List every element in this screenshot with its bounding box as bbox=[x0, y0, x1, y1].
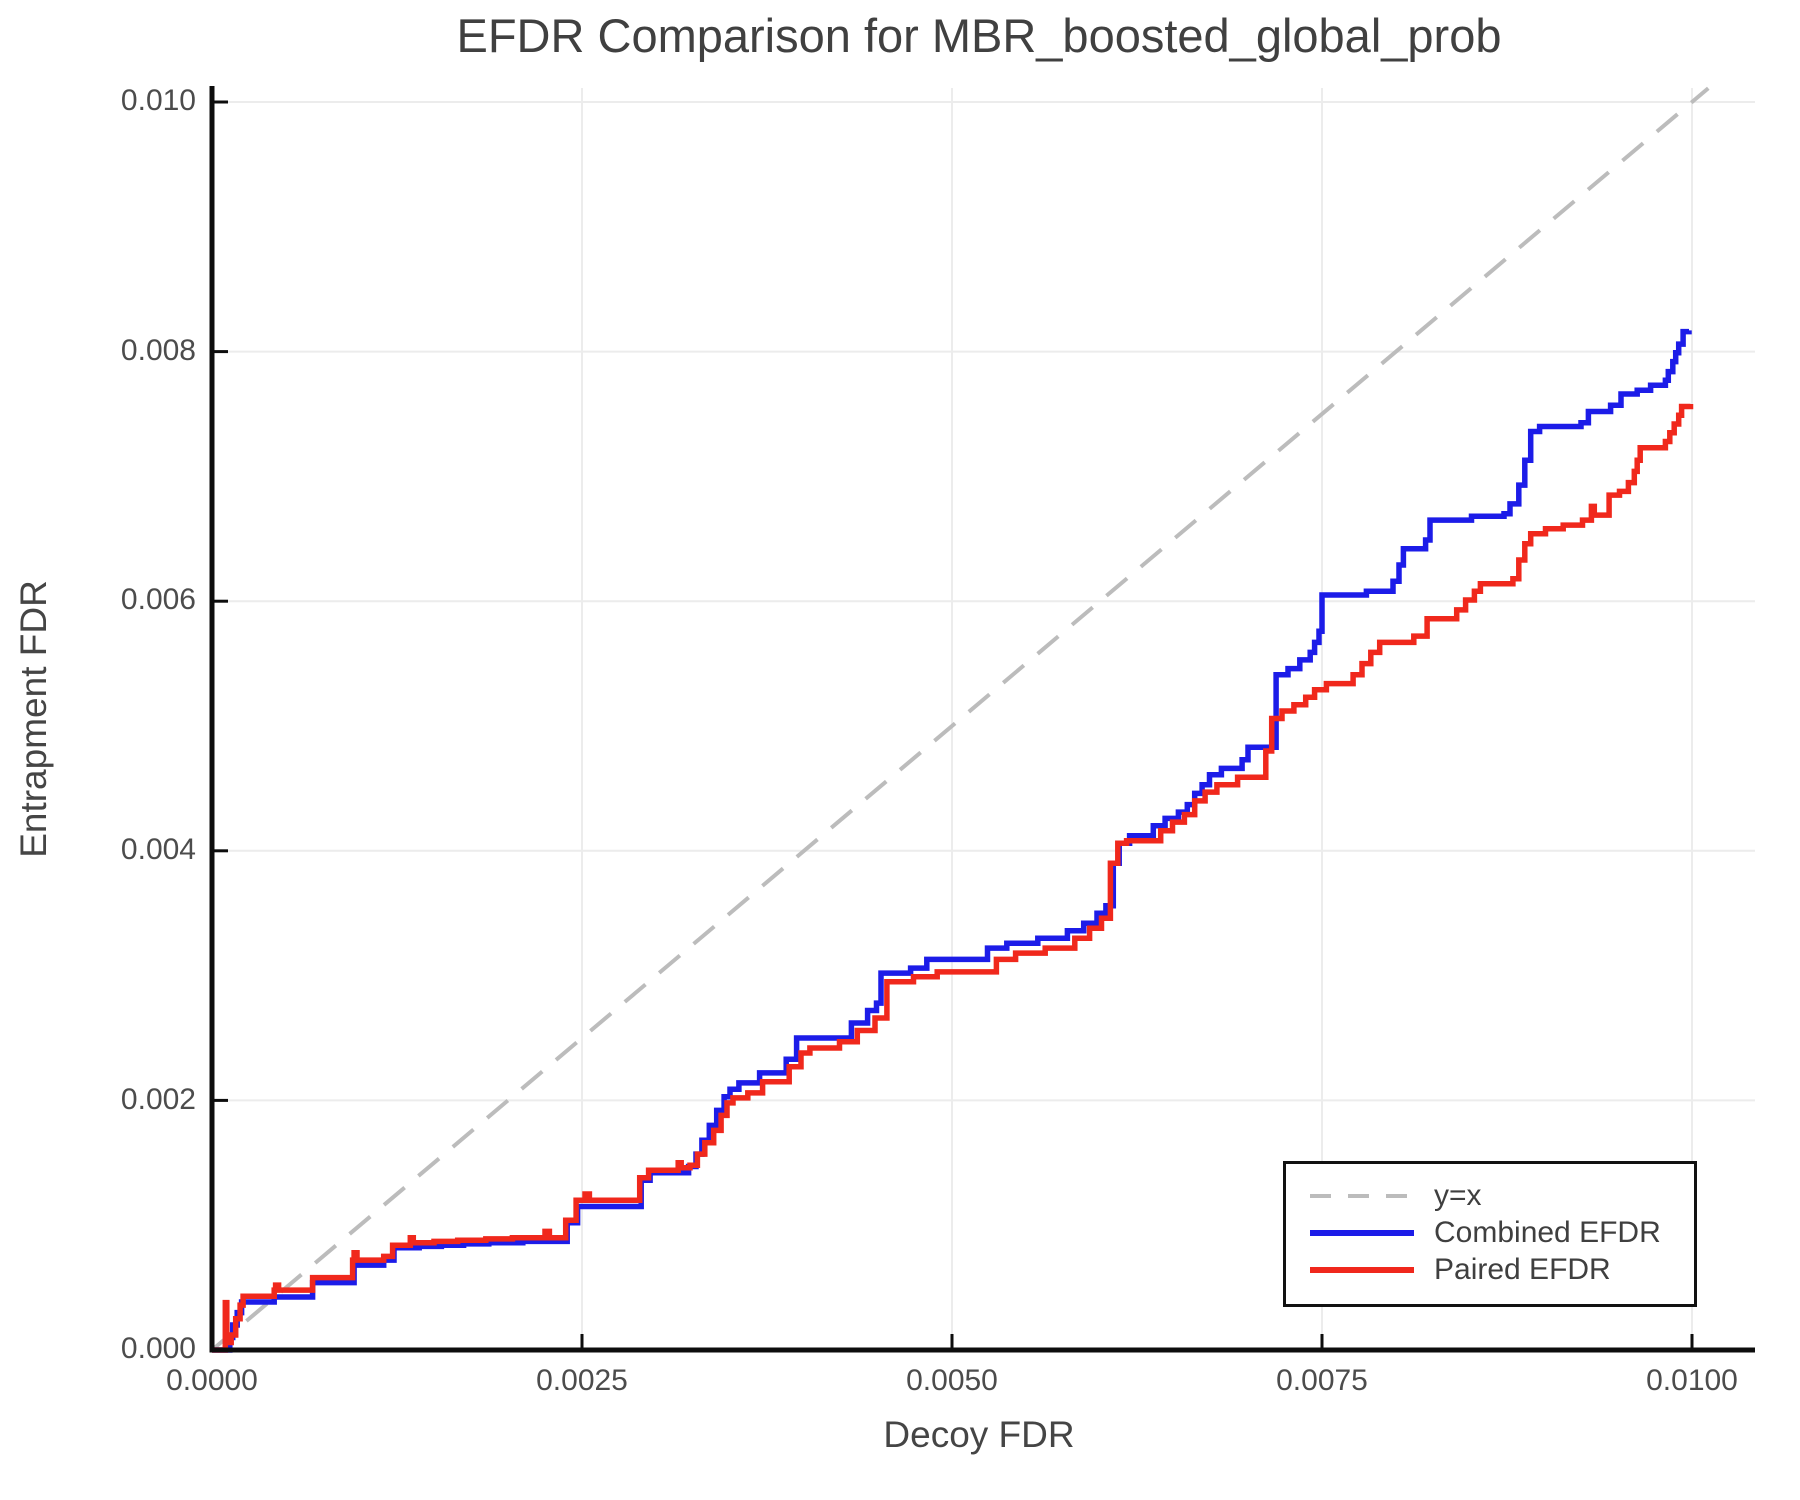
x-tick-label: 0.0075 bbox=[1276, 1364, 1368, 1397]
legend-item-paired: Paired EFDR bbox=[1306, 1251, 1694, 1288]
paired-line-sample bbox=[1310, 1266, 1414, 1273]
legend-label-paired: Paired EFDR bbox=[1434, 1252, 1611, 1286]
x-tick-label: 0.0100 bbox=[1646, 1364, 1738, 1397]
identity-line-sample bbox=[1310, 1193, 1414, 1198]
y-tick-label: 0.010 bbox=[120, 84, 196, 117]
legend: y=x Combined EFDR Paired EFDR bbox=[1283, 1161, 1697, 1307]
combined-line-sample bbox=[1310, 1229, 1414, 1236]
y-tick-label: 0.006 bbox=[120, 583, 196, 616]
identity-line bbox=[210, 86, 1710, 1352]
legend-item-identity: y=x bbox=[1306, 1177, 1694, 1214]
legend-label-combined: Combined EFDR bbox=[1434, 1215, 1661, 1249]
y-tick-label: 0.002 bbox=[120, 1083, 196, 1116]
legend-label-identity: y=x bbox=[1434, 1178, 1482, 1212]
y-axis-title: Entrapment FDR bbox=[13, 580, 54, 858]
chart-title: EFDR Comparison for MBR_boosted_global_p… bbox=[456, 9, 1502, 62]
x-tick-label: 0.0025 bbox=[536, 1364, 628, 1397]
x-tick-label: 0.0000 bbox=[166, 1364, 258, 1397]
x-tick-label: 0.0050 bbox=[906, 1364, 998, 1397]
x-axis-title: Decoy FDR bbox=[883, 1414, 1075, 1455]
legend-item-combined: Combined EFDR bbox=[1306, 1214, 1694, 1251]
y-tick-label: 0.000 bbox=[120, 1332, 196, 1365]
y-tick-label: 0.008 bbox=[120, 334, 196, 367]
y-tick-label: 0.004 bbox=[120, 833, 196, 866]
paired-efdr-line bbox=[212, 403, 1694, 1353]
